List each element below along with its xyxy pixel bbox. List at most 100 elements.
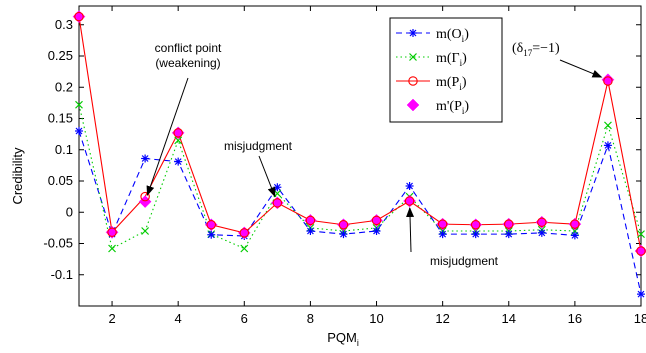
series-2-point [636, 246, 646, 256]
legend-marker-1 [409, 53, 417, 61]
annotation-line: conflict point [155, 41, 222, 55]
series-0-point [537, 228, 546, 237]
series-0-point [570, 231, 579, 240]
series-2-point [305, 215, 316, 226]
annotation-text: (δ [512, 41, 524, 56]
y-tick-label: 0.05 [48, 173, 73, 188]
series-2-point [371, 215, 382, 226]
series-1-point [141, 227, 150, 235]
y-tick-label: 0 [66, 204, 73, 219]
annotation-arrow [406, 206, 415, 253]
series-0-point [504, 230, 513, 239]
legend-marker-0 [409, 29, 417, 37]
axis-ticks: 2 4 6 8 10 12 14 16 18 -0.1 -0.05 0 0.05 0.1 0.15 0.2 0.… [43, 6, 646, 326]
legend-marker-2 [408, 76, 418, 86]
series-0-point [141, 154, 150, 163]
series-1-point [637, 230, 645, 239]
legend-label-2: m(Pi) [436, 75, 467, 92]
annotation-line: misjudgment [224, 139, 293, 153]
series-2-point [338, 220, 349, 230]
series-2-point [470, 220, 481, 230]
x-tick-label: 14 [502, 311, 516, 326]
legend-label-subscript: i [459, 82, 462, 92]
series-0-point [306, 227, 315, 235]
x-tick-label: 18 [634, 311, 646, 326]
y-tick-label: -0.05 [43, 236, 73, 251]
y-tick-label: 0.1 [55, 142, 73, 157]
series-3-point [601, 73, 615, 87]
series-0-point [207, 230, 216, 239]
annotation-label: misjudgment [224, 139, 293, 153]
legend-label-tail: ) [464, 99, 469, 114]
annotations: conflict point (weakening) misjudgment misj… [146, 41, 603, 268]
series-1-point [108, 244, 116, 253]
series-0-point [273, 183, 282, 192]
legend-label-main: m(P [436, 75, 460, 90]
series-2-point [404, 196, 415, 206]
series-0-point [405, 182, 414, 190]
series-0-point [174, 157, 183, 166]
annotation-arrow [559, 59, 603, 78]
x-tick-label: 10 [369, 311, 383, 326]
series-line-0 [78, 130, 642, 295]
series-2-point [173, 128, 183, 138]
legend-label-main: m'(P [436, 99, 462, 114]
x-tick-label: 6 [241, 311, 248, 326]
legend-label-3: m'(Pi) [436, 99, 469, 116]
legend-label-subscript: i [460, 58, 463, 68]
x-axis-label-main: PQM [327, 330, 357, 345]
x-tick-label: 4 [175, 311, 182, 326]
legend-label-main: m(O [436, 27, 462, 42]
series-0-point [603, 141, 612, 150]
legend-marker-3 [406, 98, 420, 112]
x-tick-label: 2 [108, 311, 115, 326]
series-2-point [570, 219, 580, 229]
series-0-point [471, 230, 480, 239]
legend-label-tail: ) [464, 27, 469, 42]
y-tick-label: -0.1 [51, 267, 73, 282]
series-2-point [239, 228, 250, 238]
annotation-arrow [258, 155, 276, 198]
y-tick-label: 0.15 [48, 111, 73, 126]
x-tick-label: 16 [568, 311, 582, 326]
legend-label-1: m(Γi) [436, 51, 467, 68]
annotation-label: misjudgment [430, 254, 499, 268]
annotation-line: (weakening) [155, 56, 220, 70]
legend-label-subscript: i [462, 106, 465, 116]
annotation-line: misjudgment [430, 254, 499, 268]
series-markers [72, 10, 646, 299]
annotation-label: (δ17=−1) [512, 41, 560, 58]
legend-label-subscript: i [462, 34, 465, 44]
legend: m(Oi)m(Γi)m(Pi)m'(Pi) [389, 17, 503, 123]
annotation-label: conflict point (weakening) [155, 41, 222, 70]
series-2-point [107, 227, 117, 238]
series-2-point [504, 219, 514, 229]
y-tick-label: 0.3 [55, 17, 73, 32]
series-1-point [604, 121, 612, 130]
series-3-point [138, 195, 152, 208]
annotation-text: =−1) [532, 41, 560, 56]
legend-label-main: m(Γ [436, 51, 460, 66]
plot-frame [78, 5, 642, 307]
x-tick-label: 12 [435, 311, 449, 326]
series-2-point [140, 191, 150, 202]
series-2-point [603, 76, 613, 86]
series-2-point [206, 220, 216, 230]
series-0-point [339, 230, 348, 239]
series-2-point [537, 217, 547, 228]
series-1-point [174, 136, 183, 145]
series-0-point [75, 127, 83, 135]
plot-border [78, 5, 642, 307]
y-tick-label: 0.2 [55, 79, 73, 94]
legend-label-0: m(Oi) [436, 27, 469, 44]
y-tick-label: 0.25 [48, 48, 73, 63]
series-2-point [74, 11, 84, 22]
y-axis-label: Credibility [10, 147, 25, 205]
legend-label-tail: ) [462, 51, 467, 66]
series-0-point [372, 227, 381, 235]
series-0-point [637, 290, 645, 299]
x-axis-label-subscript: i [357, 338, 359, 348]
annotation-subscript: 17 [523, 48, 533, 58]
series-2-point [437, 219, 448, 229]
